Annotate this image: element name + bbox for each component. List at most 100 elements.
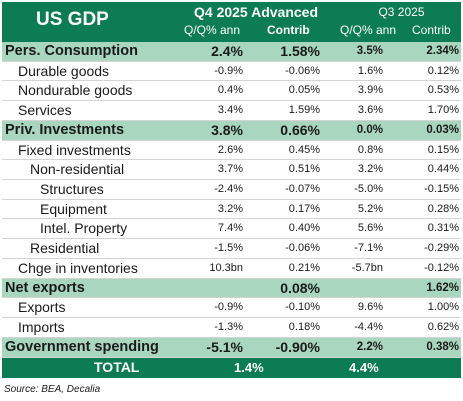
q3-contrib-cell: -0.12%: [424, 261, 459, 274]
q3-contrib-cell: 1.70%: [427, 104, 459, 117]
q3-contrib-cell: 0.38%: [426, 340, 459, 353]
q4-qq-cell: -1.5%: [214, 242, 243, 255]
q4-qq-cell: 2.4%: [211, 43, 243, 59]
q3-contrib-cell: -0.15%: [424, 183, 459, 196]
table-row: Intel. Property 7.4% 0.40% 5.6% 0.31%: [2, 219, 461, 240]
q4-contrib-cell: -0.06%: [285, 64, 320, 77]
row-label: Services: [18, 102, 72, 119]
table-title: US GDP: [36, 9, 109, 30]
q4-contrib-cell: 0.17%: [288, 202, 320, 215]
row-label: Priv. Investments: [5, 121, 125, 138]
row-label: Net exports: [5, 279, 85, 296]
q3-qq-cell: -5.0%: [354, 183, 383, 196]
q4-qq-cell: -2.4%: [214, 183, 243, 196]
q4-qq-cell: -0.9%: [214, 64, 243, 77]
q4-contrib-cell: 0.05%: [288, 84, 320, 97]
q3-qq-cell: 3.9%: [357, 84, 383, 97]
q4-contrib-cell: 0.45%: [288, 143, 320, 156]
q4-qq-cell: -0.9%: [214, 301, 243, 314]
total-q4-value: 1.4%: [234, 359, 264, 375]
q3-qq-cell: 0.8%: [357, 143, 383, 156]
q3-qq-cell: 5.6%: [357, 222, 383, 235]
q4-qq-cell: 0.4%: [217, 84, 243, 97]
q4-contrib-cell: 0.40%: [288, 222, 320, 235]
table-row: Imports -1.3% 0.18% -4.4% 0.62%: [2, 318, 461, 338]
q3-qq-cell: 3.2%: [357, 163, 383, 176]
q3-contrib-cell: 0.15%: [427, 143, 459, 156]
q4-qq-cell: 2.6%: [217, 143, 243, 156]
gdp-table: US GDP Q4 2025 Advanced Q3 2025 Q/Q% ann…: [2, 2, 461, 378]
table-row: Pers. Consumption 2.4% 1.58% 3.5% 2.34%: [2, 42, 461, 62]
q3-contrib-cell: 0.28%: [427, 202, 459, 215]
row-label: Chge in inventories: [18, 259, 138, 276]
table-body: Pers. Consumption 2.4% 1.58% 3.5% 2.34% Durab…: [2, 42, 461, 358]
q3-qq-cell: 5.2%: [357, 202, 383, 215]
col-header-q4-contrib: Contrib: [267, 23, 310, 37]
q4-2025-header: Q4 2025 Advanced: [194, 4, 318, 20]
col-header-q3-qq: Q/Q% ann: [340, 23, 397, 37]
q3-qq-cell: 9.6%: [357, 301, 383, 314]
q3-contrib-cell: 0.62%: [427, 321, 459, 334]
q4-contrib-cell: 0.08%: [280, 279, 320, 296]
q4-contrib-cell: 0.21%: [288, 261, 320, 274]
total-q3-value: 4.4%: [349, 359, 379, 375]
source-note: Source: BEA, Decalia: [4, 384, 101, 395]
table-row: Non-residential 3.7% 0.51% 3.2% 0.44%: [2, 160, 461, 181]
row-label: Government spending: [5, 338, 159, 355]
q4-qq-cell: -5.1%: [206, 338, 243, 355]
row-label: Intel. Property: [40, 220, 128, 237]
table-header: US GDP Q4 2025 Advanced Q3 2025 Q/Q% ann…: [2, 2, 461, 42]
q4-qq-cell: 10.3bn: [209, 261, 243, 274]
table-row: Government spending -5.1% -0.90% 2.2% 0.38%: [2, 337, 461, 358]
q3-contrib-cell: 0.12%: [427, 64, 459, 77]
row-label: Imports: [18, 319, 65, 336]
q4-contrib-cell: 1.59%: [288, 104, 320, 117]
row-label: Nondurable goods: [18, 82, 133, 99]
q4-contrib-cell: 1.58%: [280, 43, 320, 59]
q4-contrib-cell: -0.07%: [285, 183, 320, 196]
col-header-q3-contrib: Contrib: [412, 23, 451, 37]
row-label: Equipment: [40, 200, 107, 217]
total-label: TOTAL: [94, 358, 140, 375]
q4-contrib-cell: 0.18%: [288, 321, 320, 334]
q4-contrib-cell: -0.06%: [285, 242, 320, 255]
table-row: Exports -0.9% -0.10% 9.6% 1.00%: [2, 298, 461, 319]
q4-contrib-cell: -0.10%: [285, 301, 320, 314]
q4-qq-cell: 7.4%: [217, 222, 243, 235]
table-row: Services 3.4% 1.59% 3.6% 1.70%: [2, 101, 461, 121]
q3-contrib-cell: 0.03%: [426, 123, 459, 136]
row-label: Durable goods: [18, 62, 110, 79]
q3-qq-cell: 3.5%: [356, 45, 383, 57]
col-header-q4-qq: Q/Q% ann: [184, 23, 241, 37]
table-row: Equipment 3.2% 0.17% 5.2% 0.28%: [2, 200, 461, 220]
q4-qq-cell: -1.3%: [214, 321, 243, 334]
q4-contrib-cell: 0.66%: [280, 121, 320, 138]
q4-qq-cell: 3.7%: [217, 163, 243, 176]
q3-qq-cell: -7.1%: [354, 242, 383, 255]
q3-qq-cell: 0.0%: [356, 123, 383, 136]
q4-qq-cell: 3.8%: [211, 121, 243, 138]
table-row: Durable goods -0.9% -0.06% 1.6% 0.12%: [2, 62, 461, 82]
q3-contrib-cell: 1.62%: [426, 281, 459, 294]
row-label: Fixed investments: [18, 141, 131, 158]
q4-qq-cell: 3.2%: [217, 202, 243, 215]
table-row: Residential -1.5% -0.06% -7.1% -0.29%: [2, 239, 461, 259]
table-row: Priv. Investments 3.8% 0.66% 0.0% 0.03%: [2, 120, 461, 141]
q3-2025-header: Q3 2025: [378, 5, 425, 19]
q4-qq-cell: 3.4%: [217, 104, 243, 117]
q3-contrib-cell: -0.29%: [424, 242, 459, 255]
table-row: Fixed investments 2.6% 0.45% 0.8% 0.15%: [2, 141, 461, 161]
row-label: Pers. Consumption: [5, 43, 138, 59]
q3-qq-cell: -5.7bn: [351, 261, 383, 274]
q3-qq-cell: 2.2%: [356, 340, 383, 353]
q4-contrib-cell: 0.51%: [288, 163, 320, 176]
row-label: Residential: [30, 240, 100, 257]
total-row: TOTAL 1.4% 4.4%: [2, 357, 461, 378]
q3-qq-cell: -4.4%: [354, 321, 383, 334]
row-label: Structures: [40, 181, 104, 198]
q4-contrib-cell: -0.90%: [275, 338, 320, 355]
q3-qq-cell: 1.6%: [357, 64, 383, 77]
row-label: Exports: [18, 299, 66, 316]
table-row: Structures -2.4% -0.07% -5.0% -0.15%: [2, 180, 461, 200]
q3-qq-cell: 3.6%: [357, 104, 383, 117]
